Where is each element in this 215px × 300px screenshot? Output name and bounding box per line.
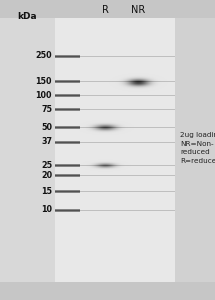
Text: 100: 100: [35, 91, 52, 100]
Text: 75: 75: [41, 104, 52, 113]
Text: 250: 250: [35, 52, 52, 61]
Text: 15: 15: [41, 187, 52, 196]
Text: kDa: kDa: [17, 12, 37, 21]
Text: 150: 150: [35, 76, 52, 85]
Text: 10: 10: [41, 206, 52, 214]
Text: 20: 20: [41, 170, 52, 179]
Text: 37: 37: [41, 137, 52, 146]
Text: NR: NR: [131, 5, 145, 15]
Text: 50: 50: [41, 122, 52, 131]
Text: 25: 25: [41, 160, 52, 169]
Text: 2ug loading
NR=Non-
reduced
R=reduced: 2ug loading NR=Non- reduced R=reduced: [180, 132, 215, 164]
Text: R: R: [101, 5, 108, 15]
